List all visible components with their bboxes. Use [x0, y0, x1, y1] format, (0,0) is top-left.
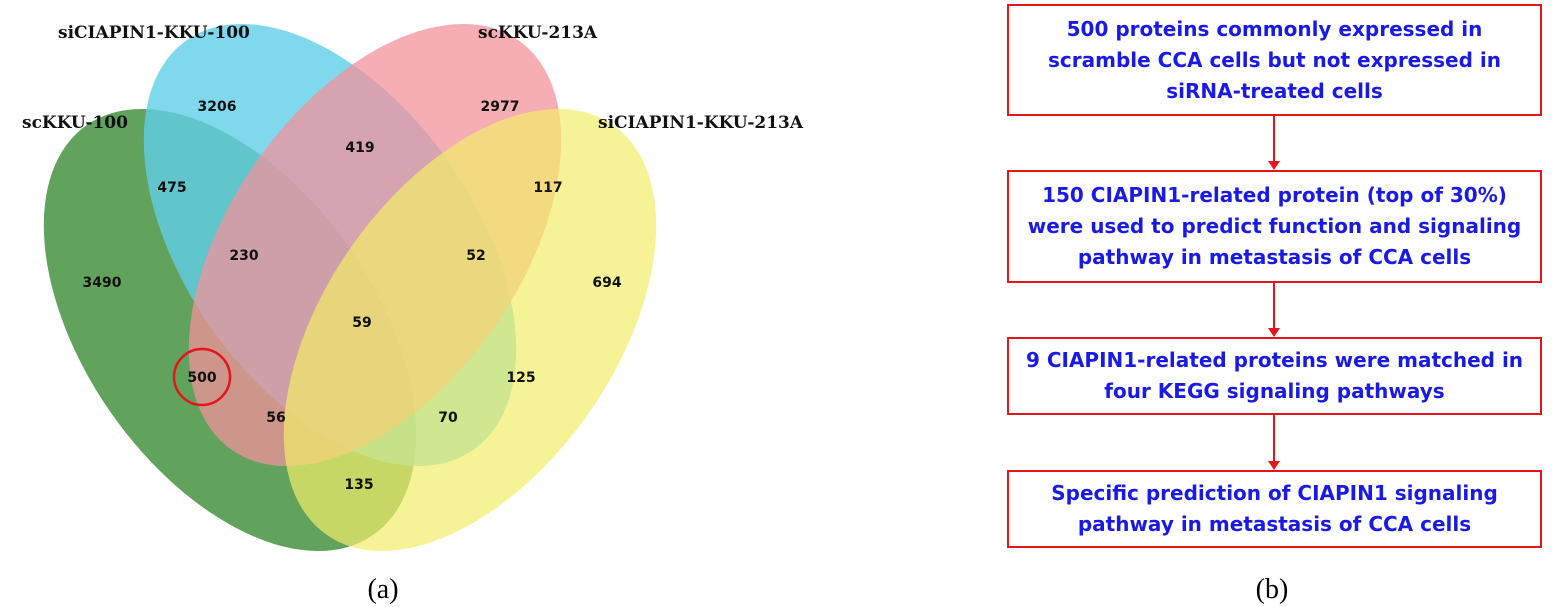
count-sc100-sc213-si213: 56: [266, 410, 285, 426]
flow-arrowhead-3: [1268, 461, 1280, 470]
flow-arrowhead-2: [1268, 328, 1280, 337]
flow-step-3-text: 9 CIAPIN1-related proteins were matched …: [1025, 348, 1524, 403]
flow-arrow-3: [1273, 415, 1275, 461]
count-sc100-sc213: 500: [187, 370, 216, 386]
count-all-four: 59: [352, 315, 371, 331]
flow-step-1-text: 500 proteins commonly expressed in scram…: [1048, 16, 1501, 103]
flow-arrowhead-1: [1268, 161, 1280, 170]
count-sc100-si213: 135: [344, 477, 373, 493]
flow-step-2-text: 150 CIAPIN1-related protein (top of 30%)…: [1027, 183, 1522, 269]
flow-step-3: 9 CIAPIN1-related proteins were matched …: [1007, 337, 1542, 415]
flow-arrow-2: [1273, 283, 1275, 328]
count-si100-only: 3206: [198, 99, 237, 115]
set-label-sc100: scKKU-100: [22, 113, 128, 133]
count-sc213-only: 2977: [481, 99, 520, 115]
count-sc100-si100: 475: [157, 180, 186, 196]
flow-step-4-text: Specific prediction of CIAPIN1 signaling…: [1051, 481, 1498, 536]
set-label-si100: siCIAPIN1-KKU-100: [58, 23, 250, 43]
panel-label-a: (a): [367, 574, 398, 605]
panel-label-b: (b): [1256, 574, 1289, 605]
count-si213-only: 694: [592, 275, 621, 291]
set-label-si213: siCIAPIN1-KKU-213A: [598, 113, 804, 133]
count-sc100-si100-sc213: 230: [229, 248, 258, 264]
flow-step-4: Specific prediction of CIAPIN1 signaling…: [1007, 470, 1542, 548]
count-sc100-only: 3490: [83, 275, 122, 291]
count-sc213-si213: 117: [533, 180, 562, 196]
flow-arrow-1: [1273, 116, 1275, 161]
count-si100-sc213: 419: [345, 140, 374, 156]
set-siCIAPIN1-KKU-213A-ellipse: [283, 108, 657, 552]
highlight-circle: [172, 347, 232, 407]
count-si100-si213: 125: [506, 370, 535, 386]
count-sc100-si100-si213: 70: [438, 410, 458, 426]
set-label-sc213: scKKU-213A: [478, 23, 598, 43]
flow-step-2: 150 CIAPIN1-related protein (top of 30%)…: [1007, 170, 1542, 283]
flow-step-1: 500 proteins commonly expressed in scram…: [1007, 4, 1542, 116]
count-si100-sc213-si213: 52: [466, 248, 485, 264]
